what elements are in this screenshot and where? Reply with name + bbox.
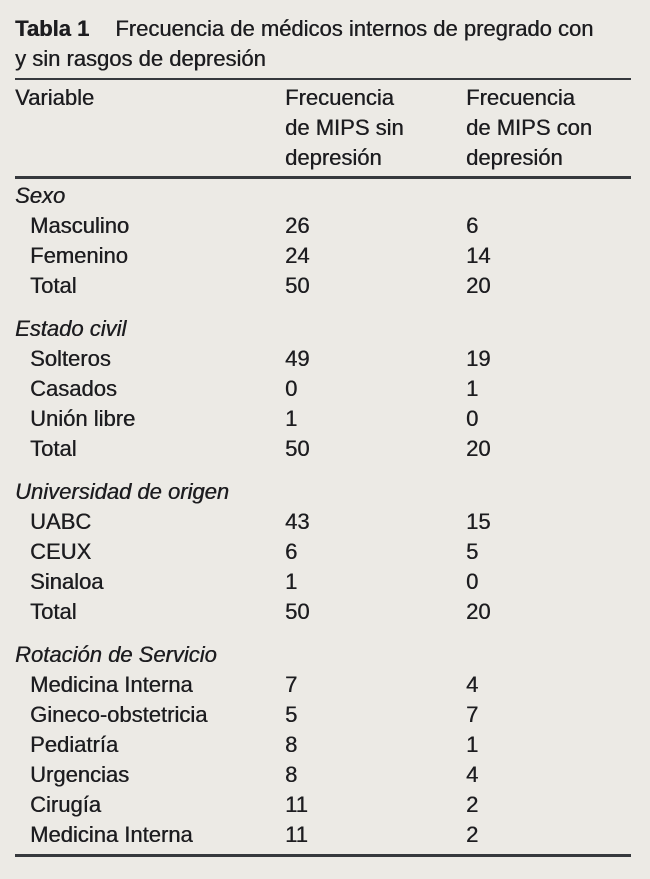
table-row: CEUX 6 5 <box>15 537 631 567</box>
cell-variable: Urgencias <box>30 762 130 787</box>
cell-variable: Unión libre <box>30 406 136 431</box>
table-row: Casados 0 1 <box>15 374 631 404</box>
table-row: Pediatría 8 1 <box>15 730 631 760</box>
table-row: Sinaloa 1 0 <box>15 567 631 597</box>
cell-freq-con: 15 <box>466 509 491 534</box>
section-title: Universidad de origen <box>15 479 230 504</box>
cell-freq-con: 1 <box>466 732 479 757</box>
cell-freq-sin: 43 <box>285 509 310 534</box>
cell-freq-sin: 11 <box>285 822 308 847</box>
cell-freq-con: 20 <box>466 599 491 624</box>
section-title: Sexo <box>15 183 66 208</box>
cell-freq-sin: 7 <box>285 672 298 697</box>
table-row: UABC 43 15 <box>15 507 631 537</box>
cell-variable: Pediatría <box>30 732 119 757</box>
cell-variable: Medicina Interna <box>30 672 193 697</box>
rule-bottom <box>15 854 631 857</box>
cell-freq-sin: 50 <box>285 436 310 461</box>
section-universidad-de-origen: Universidad de origen UABC 43 15 CEUX 6 … <box>15 477 631 627</box>
cell-variable: UABC <box>30 509 92 534</box>
cell-variable: Cirugía <box>30 792 101 817</box>
cell-freq-sin: 8 <box>285 732 298 757</box>
table-row: Gineco-obstetricia 5 7 <box>15 700 631 730</box>
section-rotacion-de-servicio: Rotación de Servicio Medicina Interna 7 … <box>15 640 631 850</box>
cell-freq-sin: 50 <box>285 599 310 624</box>
cell-freq-con: 0 <box>466 406 479 431</box>
rule-header-bottom <box>15 176 631 179</box>
cell-freq-con: 20 <box>466 273 491 298</box>
rule-top <box>15 78 631 80</box>
table-row: Total 50 20 <box>15 434 631 464</box>
cell-freq-sin: 50 <box>285 273 310 298</box>
column-header-freq-con-depresion: Frecuencia de MIPS con depresión <box>466 85 592 170</box>
cell-freq-con: 14 <box>466 243 491 268</box>
table-row: Total 50 20 <box>15 597 631 627</box>
cell-variable: CEUX <box>30 539 92 564</box>
table-row: Solteros 49 19 <box>15 344 631 374</box>
cell-variable: Gineco-obstetricia <box>30 702 208 727</box>
cell-variable: Masculino <box>30 213 130 238</box>
cell-freq-con: 2 <box>466 792 479 817</box>
column-header-variable: Variable <box>15 85 95 110</box>
cell-freq-con: 2 <box>466 822 479 847</box>
table-header-row: Variable Frecuencia de MIPS sin depresió… <box>15 80 631 176</box>
cell-freq-sin: 0 <box>285 376 298 401</box>
table-caption: Tabla 1 Frecuencia de médicos internos de… <box>15 14 631 74</box>
section-sexo: Sexo Masculino 26 6 Femenino 24 14 Total… <box>15 181 631 301</box>
cell-variable: Total <box>30 599 77 624</box>
cell-freq-con: 4 <box>466 672 479 697</box>
table-row: Medicina Interna 11 2 <box>15 820 631 850</box>
cell-freq-sin: 24 <box>285 243 310 268</box>
cell-freq-con: 7 <box>466 702 479 727</box>
cell-freq-sin: 5 <box>285 702 298 727</box>
table-row: Masculino 26 6 <box>15 211 631 241</box>
cell-variable: Medicina Interna <box>30 822 193 847</box>
cell-freq-con: 5 <box>466 539 479 564</box>
column-header-freq-sin-depresion: Frecuencia de MIPS sin depresión <box>285 85 404 170</box>
table-row: Medicina Interna 7 4 <box>15 670 631 700</box>
cell-variable: Sinaloa <box>30 569 104 594</box>
cell-freq-con: 20 <box>466 436 491 461</box>
cell-freq-con: 1 <box>466 376 479 401</box>
cell-freq-sin: 6 <box>285 539 298 564</box>
table-title: Frecuencia de médicos internos de pregra… <box>15 16 594 71</box>
table-number: Tabla 1 <box>15 16 90 41</box>
cell-variable: Femenino <box>30 243 128 268</box>
cell-variable: Casados <box>30 376 117 401</box>
cell-freq-con: 19 <box>466 346 491 371</box>
cell-freq-con: 4 <box>466 762 479 787</box>
cell-freq-sin: 1 <box>285 406 298 431</box>
table-row: Urgencias 8 4 <box>15 760 631 790</box>
cell-variable: Solteros <box>30 346 111 371</box>
table-body: Sexo Masculino 26 6 Femenino 24 14 Total… <box>15 181 631 850</box>
cell-freq-con: 0 <box>466 569 479 594</box>
cell-freq-con: 6 <box>466 213 479 238</box>
cell-freq-sin: 49 <box>285 346 310 371</box>
section-title: Rotación de Servicio <box>15 642 217 667</box>
section-title: Estado civil <box>15 316 127 341</box>
table-row: Cirugía 11 2 <box>15 790 631 820</box>
cell-freq-sin: 1 <box>285 569 298 594</box>
table-row: Femenino 24 14 <box>15 241 631 271</box>
table-row: Unión libre 1 0 <box>15 404 631 434</box>
cell-freq-sin: 8 <box>285 762 298 787</box>
cell-freq-sin: 26 <box>285 213 310 238</box>
cell-freq-sin: 11 <box>285 792 308 817</box>
section-estado-civil: Estado civil Solteros 49 19 Casados 0 1 … <box>15 314 631 464</box>
cell-variable: Total <box>30 273 77 298</box>
cell-variable: Total <box>30 436 77 461</box>
table-row: Total 50 20 <box>15 271 631 301</box>
